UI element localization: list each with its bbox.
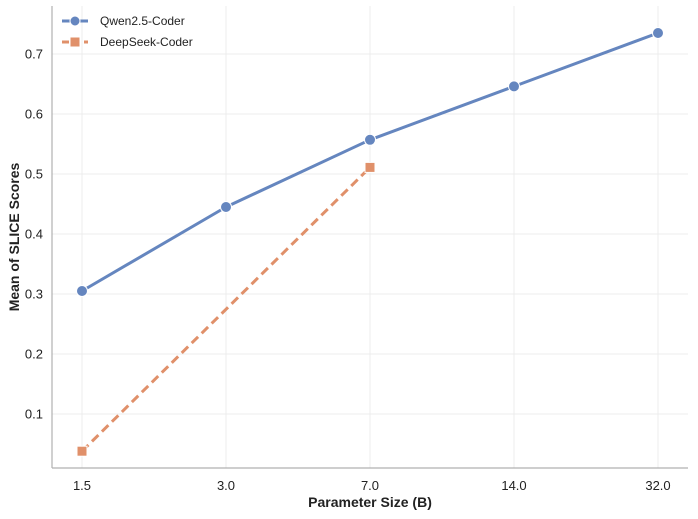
legend-marker [69,15,81,27]
x-tick-label: 14.0 [501,478,526,493]
y-tick-label: 0.5 [25,167,43,182]
y-tick-label: 0.2 [25,347,43,362]
x-tick-label: 1.5 [73,478,91,493]
series-line-1 [80,166,372,453]
data-point [76,445,88,457]
data-point [220,201,232,213]
legend: Qwen2.5-Coder DeepSeek-Coder [62,14,193,49]
grid-lines [52,6,688,468]
y-tick-label: 0.3 [25,287,43,302]
y-tick-label: 0.6 [25,107,43,122]
legend-marker [69,36,81,48]
x-axis-title: Parameter Size (B) [308,494,432,510]
axes [51,6,688,469]
data-point [652,27,664,39]
y-axis-title: Mean of SLICE Scores [6,162,22,311]
x-tick-label: 7.0 [361,478,379,493]
data-point [508,80,520,93]
legend-item: Qwen2.5-Coder [62,14,185,28]
y-tick-label: 0.7 [25,47,43,62]
x-tick-label: 3.0 [217,478,235,493]
legend-label: Qwen2.5-Coder [100,14,185,28]
tick-labels: 0.1 0.2 0.3 0.4 0.5 0.6 0.7 1.5 3.0 7.0 14.0 32.0 [25,47,671,494]
y-tick-label: 0.4 [25,227,43,242]
data-point [364,161,376,173]
x-tick-label: 32.0 [645,478,670,493]
legend-label: DeepSeek-Coder [100,35,193,49]
data-point [364,133,376,146]
y-tick-label: 0.1 [25,407,43,422]
data-point [76,285,88,297]
legend-item: DeepSeek-Coder [62,35,193,49]
series [76,27,664,457]
